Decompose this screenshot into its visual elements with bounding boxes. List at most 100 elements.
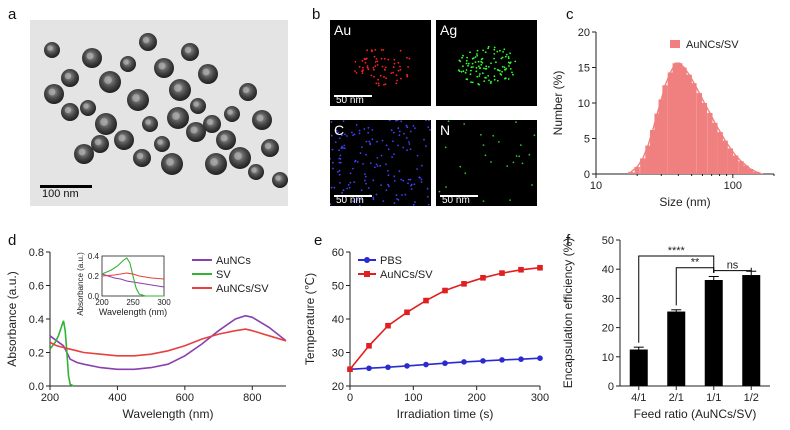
eds-dot [515, 121, 517, 123]
eds-dot [377, 78, 379, 81]
eds-dot [512, 73, 514, 76]
eds-dot [379, 164, 382, 167]
eds-dot [399, 49, 402, 52]
data-point [518, 266, 524, 273]
eds-dot [421, 164, 423, 167]
eds-dot [376, 60, 379, 63]
eds-label-ag: Ag [440, 22, 458, 38]
y-tick-label: 60 [332, 247, 344, 259]
eds-dot [401, 194, 403, 196]
eds-dot [369, 162, 372, 164]
eds-dot [469, 51, 471, 54]
eds-dot [504, 77, 506, 80]
data-point [499, 357, 505, 363]
eds-dot [408, 143, 411, 145]
eds-dot [370, 74, 373, 77]
significance-bracket [713, 267, 752, 273]
eds-dot [380, 49, 383, 51]
eds-dot [505, 53, 508, 56]
eds-dots [330, 120, 431, 206]
panel-letter-c: c [566, 6, 574, 23]
eds-dot [533, 134, 536, 137]
y-axis-label: Number (%) [551, 71, 565, 136]
eds-dot [393, 153, 395, 155]
inset-series-line [101, 272, 165, 280]
bar [629, 349, 648, 386]
eds-dot [498, 141, 500, 143]
eds-dot [465, 62, 468, 65]
eds-dot [521, 162, 524, 165]
histogram-bar [758, 173, 764, 174]
eds-dot [461, 56, 463, 59]
eds-scale-bar [334, 95, 372, 97]
nanoparticle-core [190, 126, 198, 134]
eds-dot [393, 175, 396, 178]
eds-dot [399, 65, 401, 68]
eds-dot [427, 126, 430, 128]
eds-dot [343, 144, 346, 147]
eds-dot [496, 50, 499, 53]
nanoparticle [248, 164, 264, 180]
y-tick-label: 20 [602, 323, 614, 335]
x-tick-label: 800 [243, 392, 261, 404]
inset-y-tick-label: 0.2 [88, 272, 100, 281]
eds-dot [476, 54, 479, 57]
histogram-bar [686, 74, 692, 174]
eds-dot [371, 129, 374, 131]
eds-dot [362, 163, 364, 165]
eds-dot [504, 68, 506, 71]
eds-dot [467, 64, 469, 67]
eds-dot [361, 72, 364, 75]
nanoparticle-core [47, 45, 53, 51]
eds-dot [339, 161, 342, 164]
eds-dot [387, 148, 390, 151]
eds-dot [500, 57, 503, 60]
eds-dot [371, 49, 373, 52]
data-point [480, 274, 486, 281]
eds-dot [339, 182, 341, 184]
eds-dot [330, 134, 333, 137]
series-line [49, 320, 74, 387]
x-tick-label: 10 [590, 180, 602, 192]
eds-dot [466, 56, 468, 59]
histogram-bar [628, 171, 634, 174]
eds-dot [360, 198, 363, 201]
eds-scale-bar [440, 195, 478, 197]
eds-dot [420, 178, 423, 181]
nanoparticle [190, 98, 206, 114]
series-line [49, 328, 287, 357]
eds-dot [463, 123, 466, 125]
distribution-curve [630, 62, 761, 174]
eds-dot [420, 181, 423, 183]
eds-dot [338, 161, 341, 164]
tem-particles [40, 33, 288, 188]
x-tick-label: 200 [467, 392, 485, 404]
eds-dot [367, 68, 370, 71]
data-point [461, 281, 467, 287]
eds-dot [410, 184, 412, 187]
eds-dot [482, 144, 485, 146]
eds-dot [382, 49, 385, 51]
eds-dot [331, 148, 334, 151]
nanoparticle-core [174, 84, 182, 92]
y-tick-label: 0.8 [29, 247, 44, 259]
eds-dot [378, 84, 380, 87]
eds-dot [489, 82, 492, 84]
eds-dot [375, 163, 378, 166]
eds-dot [402, 146, 405, 149]
eds-dot [376, 157, 379, 159]
eds-dot [341, 145, 343, 148]
histogram-bar [672, 63, 678, 174]
legend-label: SV [216, 269, 231, 281]
eds-dot [348, 186, 351, 189]
eds-dot [332, 161, 334, 164]
eds-dot [472, 57, 475, 59]
eds-dot [342, 147, 344, 149]
eds-dot [396, 198, 398, 200]
eds-dot [340, 147, 343, 150]
eds-dot [490, 161, 492, 163]
eds-scale-bar [334, 195, 372, 197]
eds-dot [467, 62, 470, 65]
eds-dot [397, 127, 400, 130]
nanoparticle-core [142, 36, 150, 44]
